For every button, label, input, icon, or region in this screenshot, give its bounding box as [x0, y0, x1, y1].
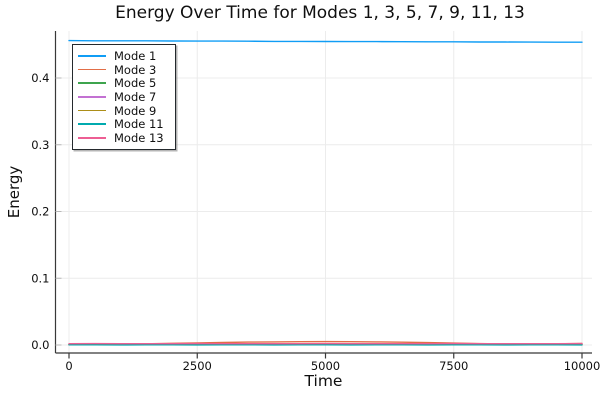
- legend-entry-mode-5: Mode 5: [78, 76, 170, 90]
- legend-line-sample: [78, 68, 106, 71]
- x-axis-label: Time: [304, 372, 343, 390]
- x-tick-label: 10000: [564, 359, 600, 373]
- x-tick-label: 2500: [183, 359, 212, 373]
- y-axis-label: Energy: [5, 165, 23, 219]
- legend-line-sample: [78, 55, 106, 57]
- y-tick-label: 0.1: [31, 271, 49, 285]
- legend-entry-mode-3: Mode 3: [78, 63, 170, 77]
- y-tick-label: 0.3: [31, 138, 49, 152]
- legend-line-sample: [78, 137, 106, 139]
- legend-entry-mode-11: Mode 11: [78, 117, 170, 131]
- legend-label: Mode 11: [114, 117, 164, 132]
- legend-entry-mode-13: Mode 13: [78, 131, 170, 145]
- series-line-mode-1: [68, 39, 583, 43]
- legend-label: Mode 9: [114, 103, 157, 118]
- legend-label: Mode 1: [114, 48, 157, 63]
- y-tick-label: 0.4: [31, 71, 49, 85]
- legend: Mode 1 Mode 3 Mode 5 Mode 7 Mode 9 Mode 11 Mod…: [72, 44, 176, 150]
- legend-entry-mode-9: Mode 9: [78, 104, 170, 118]
- y-tick-label: 0.2: [31, 205, 49, 219]
- chart-title: Energy Over Time for Modes 1, 3, 5, 7, 9…: [115, 3, 525, 23]
- x-tick-label: 5000: [311, 359, 340, 373]
- legend-label: Mode 5: [114, 76, 157, 91]
- x-tick-label: 0: [65, 359, 72, 373]
- legend-line-sample: [78, 82, 106, 85]
- legend-entry-mode-7: Mode 7: [78, 90, 170, 104]
- legend-line-sample: [78, 96, 106, 98]
- legend-line-sample: [78, 109, 106, 112]
- y-tick-label: 0.0: [31, 338, 49, 352]
- legend-entry-mode-1: Mode 1: [78, 49, 170, 63]
- legend-line-sample: [78, 123, 106, 126]
- legend-label: Mode 13: [114, 130, 164, 145]
- x-tick-label: 7500: [439, 359, 468, 373]
- legend-label: Mode 3: [114, 62, 157, 77]
- legend-label: Mode 7: [114, 89, 157, 104]
